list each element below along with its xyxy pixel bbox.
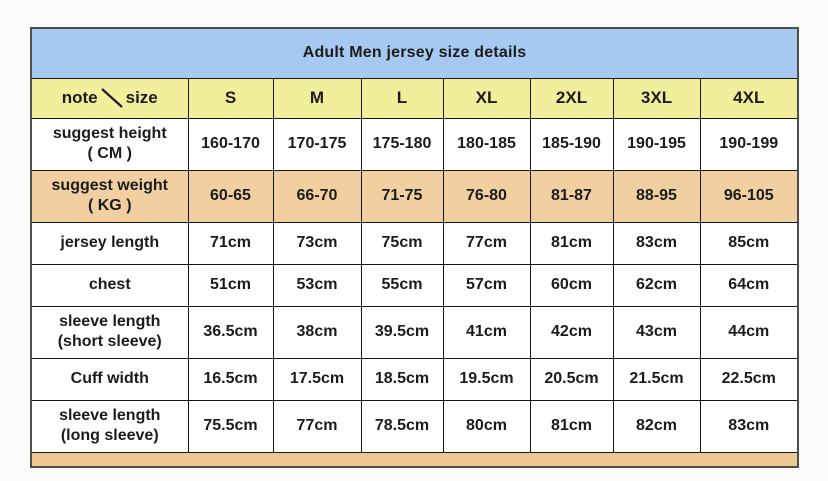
value-cell: 96-105 xyxy=(699,169,799,223)
row-label: sleeve length (long sleeve) xyxy=(30,399,189,453)
title-row: Adult Men jersey size details xyxy=(30,27,799,79)
value-cell: 60-65 xyxy=(187,169,274,223)
row-label: sleeve length (short sleeve) xyxy=(30,305,189,359)
value-cell: 190-195 xyxy=(612,117,701,171)
corner-cell: note size xyxy=(30,77,189,119)
value-cell: 20.5cm xyxy=(529,357,614,401)
row-label: suggest weight( KG ) xyxy=(30,169,189,223)
value-cell: 17.5cm xyxy=(272,357,362,401)
value-cell: 73cm xyxy=(272,221,362,265)
table-row: Cuff width 16.5cm 17.5cm 18.5cm 19.5cm 20.5cm… xyxy=(30,357,799,401)
value-cell: 81-87 xyxy=(529,169,614,223)
table-row: sleeve length (long sleeve) 75.5cm 77cm 78.5… xyxy=(30,399,799,453)
corner-label-size: size xyxy=(125,88,158,108)
value-cell: 39.5cm xyxy=(360,305,444,359)
value-cell: 80cm xyxy=(442,399,531,453)
value-cell: 75cm xyxy=(360,221,444,265)
value-cell: 81cm xyxy=(529,399,614,453)
value-cell: 62cm xyxy=(612,263,701,307)
value-cell: 180-185 xyxy=(442,117,531,171)
value-cell: 160-170 xyxy=(187,117,274,171)
value-cell: 44cm xyxy=(699,305,799,359)
row-label: jersey length xyxy=(30,221,189,265)
value-cell: 42cm xyxy=(529,305,614,359)
value-cell: 83cm xyxy=(612,221,701,265)
corner-label-note: note xyxy=(61,88,98,108)
table-row: suggest height( CM ) 160-170 170-175 175-18… xyxy=(30,117,799,171)
value-cell: 53cm xyxy=(272,263,362,307)
value-cell: 51cm xyxy=(187,263,274,307)
row-label: Cuff width xyxy=(30,357,189,401)
value-cell: 175-180 xyxy=(360,117,444,171)
value-cell: 66-70 xyxy=(272,169,362,223)
size-column-header: S xyxy=(187,77,274,119)
table-row: jersey length 71cm 73cm 75cm 77cm 81cm 83cm 85c… xyxy=(30,221,799,265)
size-header-row: note size S M L XL 2XL 3XL 4XL xyxy=(30,77,799,119)
table-row: sleeve length (short sleeve) 36.5cm 38cm 39.… xyxy=(30,305,799,359)
value-cell: 71cm xyxy=(187,221,274,265)
value-cell: 57cm xyxy=(442,263,531,307)
value-cell: 185-190 xyxy=(529,117,614,171)
value-cell: 190-199 xyxy=(699,117,799,171)
jersey-size-table: Adult Men jersey size details note size … xyxy=(30,27,800,468)
value-cell: 22.5cm xyxy=(699,357,799,401)
value-cell: 77cm xyxy=(442,221,531,265)
value-cell: 60cm xyxy=(529,263,614,307)
value-cell: 18.5cm xyxy=(360,357,444,401)
value-cell: 55cm xyxy=(360,263,444,307)
size-column-header: XL xyxy=(442,77,531,119)
value-cell: 41cm xyxy=(442,305,531,359)
size-column-header: L xyxy=(360,77,444,119)
value-cell: 43cm xyxy=(612,305,701,359)
value-cell: 170-175 xyxy=(272,117,362,171)
value-cell: 21.5cm xyxy=(612,357,701,401)
size-column-header: 3XL xyxy=(612,77,701,119)
value-cell: 77cm xyxy=(272,399,362,453)
size-column-header: M xyxy=(272,77,362,119)
value-cell: 75.5cm xyxy=(187,399,274,453)
value-cell: 82cm xyxy=(612,399,701,453)
bottom-strip-row xyxy=(30,451,799,467)
value-cell: 64cm xyxy=(699,263,799,307)
value-cell: 76-80 xyxy=(442,169,531,223)
value-cell: 36.5cm xyxy=(187,305,274,359)
table-row: chest 51cm 53cm 55cm 57cm 60cm 62cm 64cm xyxy=(30,263,799,307)
row-label: chest xyxy=(30,263,189,307)
size-column-header: 2XL xyxy=(529,77,614,119)
value-cell: 85cm xyxy=(699,221,799,265)
value-cell: 88-95 xyxy=(612,169,701,223)
diagonal-divider-icon xyxy=(100,88,123,108)
table-title: Adult Men jersey size details xyxy=(30,27,799,79)
value-cell: 71-75 xyxy=(360,169,444,223)
value-cell: 16.5cm xyxy=(187,357,274,401)
value-cell: 38cm xyxy=(272,305,362,359)
size-column-header: 4XL xyxy=(699,77,799,119)
row-label: suggest height( CM ) xyxy=(30,117,189,171)
table-row: suggest weight( KG ) 60-65 66-70 71-75 76-80… xyxy=(30,169,799,223)
value-cell: 78.5cm xyxy=(360,399,444,453)
bottom-strip xyxy=(30,451,799,467)
value-cell: 83cm xyxy=(699,399,799,453)
value-cell: 81cm xyxy=(529,221,614,265)
value-cell: 19.5cm xyxy=(442,357,531,401)
